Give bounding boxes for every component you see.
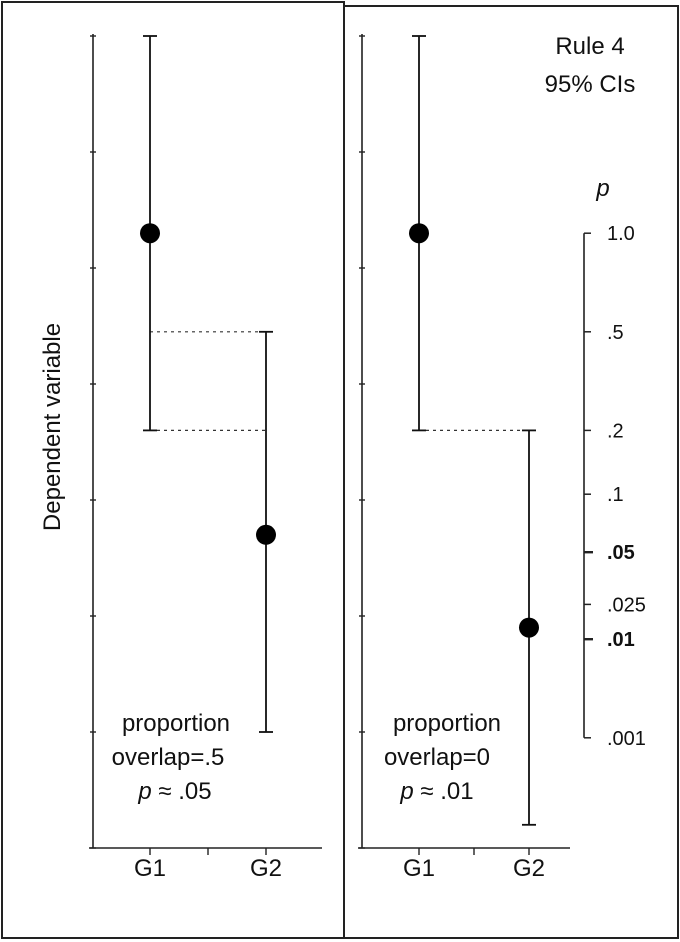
annotation-right-line-1: proportion	[393, 710, 501, 737]
p-axis-tick-label-2: .2	[607, 420, 624, 442]
chart-title-line-2: 95% CIs	[545, 71, 636, 98]
annotation-left: proportion overlap=.5 p ≈ .05	[112, 710, 230, 805]
p-axis-tick-label-5: .025	[607, 594, 646, 616]
mean-point-1-g2	[519, 617, 539, 638]
annotation-left-line-1: proportion	[122, 710, 230, 737]
x-tick-label-g1-left: G1	[134, 855, 166, 882]
annotation-right-line-3: p ≈ .01	[399, 778, 473, 805]
annotation-right-p-symbol: p	[399, 778, 413, 805]
annotation-right-p-text: ≈ .01	[414, 778, 474, 805]
annotation-left-p-symbol: p	[137, 778, 151, 805]
chart-title-line-1: Rule 4	[555, 33, 624, 60]
p-axis-tick-label-3: .1	[607, 484, 624, 506]
x-tick-label-g2-left: G2	[250, 855, 282, 882]
x-tick-label-g1-right: G1	[403, 855, 435, 882]
mean-point-0-g1	[140, 223, 160, 244]
chart-marks: 1.0 .5 .2 .1 .05 .025 .01 .001	[89, 34, 646, 855]
annotation-right-line-2: overlap=0	[384, 744, 490, 771]
p-axis-tick-label-4: .05	[607, 542, 635, 564]
p-axis-label: p	[595, 175, 609, 202]
mean-point-1-g1	[409, 223, 429, 244]
annotation-left-line-2: overlap=.5	[112, 744, 225, 771]
annotation-left-line-3: p ≈ .05	[137, 778, 211, 805]
annotation-left-p-text: ≈ .05	[152, 778, 212, 805]
panel-right-frame	[343, 5, 679, 939]
p-axis-tick-label-1: .5	[607, 322, 624, 344]
x-tick-label-g2-right: G2	[513, 855, 545, 882]
p-axis-tick-label-6: .01	[607, 629, 635, 651]
annotation-right: proportion overlap=0 p ≈ .01	[384, 710, 501, 805]
mean-point-0-g2	[256, 524, 276, 545]
p-axis-tick-label-7: .001	[607, 728, 646, 750]
y-axis-label: Dependent variable	[39, 323, 66, 531]
p-axis-tick-label-0: 1.0	[607, 223, 635, 245]
